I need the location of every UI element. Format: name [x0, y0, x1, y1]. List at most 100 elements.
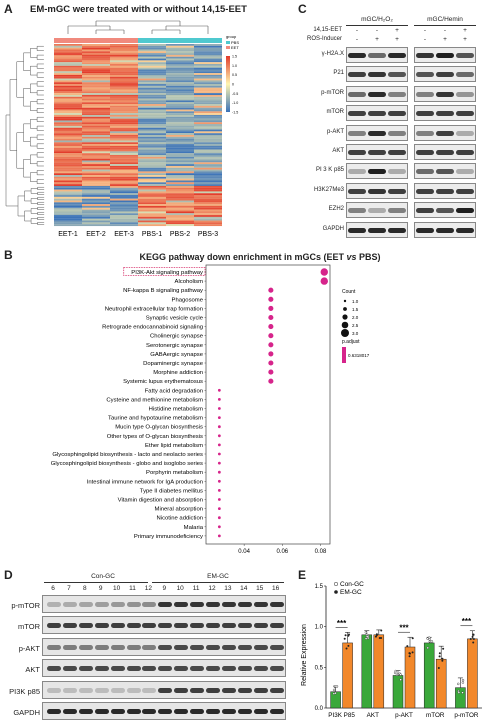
heatmap-cell: [82, 140, 110, 143]
heatmap-cell: [82, 76, 110, 79]
heatmap-cell: [166, 124, 194, 126]
data-point: [344, 634, 347, 637]
heatmap-cell: [138, 102, 166, 105]
heatmap-cell: [110, 133, 138, 136]
blot-band: [94, 623, 109, 629]
lane-number: 11: [192, 585, 200, 592]
heatmap-cell: [194, 102, 222, 105]
heatmap-cell: [138, 54, 166, 57]
treatment-sign: +: [443, 36, 447, 43]
x-tick-label: 0.08: [315, 549, 327, 555]
heatmap-cell: [194, 164, 222, 166]
heatmap-cell: [166, 176, 194, 179]
enrichment-point: [268, 378, 274, 384]
x-tick-label: mTOR: [426, 712, 445, 719]
heatmap-cell: [82, 142, 110, 145]
heatmap-cell: [194, 94, 222, 97]
heatmap-cell: [166, 220, 194, 223]
heatmap-cell: [54, 153, 82, 156]
heatmap-cell: [82, 102, 110, 105]
blot-band: [126, 687, 141, 693]
heatmap-cell: [110, 164, 138, 166]
heatmap-cell: [166, 207, 194, 210]
heatmap-cell: [82, 122, 110, 125]
heatmap-cell: [194, 195, 222, 197]
heatmap-cell: [194, 145, 222, 148]
blot-band: [416, 188, 434, 194]
heatmap-cell: [110, 118, 138, 121]
heatmap-cell: [54, 220, 82, 223]
heatmap-cell: [82, 165, 110, 168]
heatmap-cell: [194, 160, 222, 163]
blot-band: [190, 709, 205, 714]
blot-band: [436, 111, 454, 117]
heatmap-cell: [138, 176, 166, 179]
count-legend-label: 2.5: [352, 323, 359, 328]
data-point: [469, 637, 472, 640]
blot-band: [253, 666, 268, 672]
heatmap-cell: [194, 62, 222, 65]
legend-eet-label: EET: [231, 45, 239, 50]
blot-band: [158, 623, 173, 629]
heatmap-cell: [138, 131, 166, 134]
heatmap-cell: [110, 102, 138, 105]
heatmap-cell: [54, 114, 82, 117]
treatment-sign: -: [355, 36, 359, 43]
heatmap-cell: [194, 204, 222, 207]
heatmap-cell: [138, 89, 166, 92]
heatmap-cell: [194, 114, 222, 117]
bar: [423, 642, 435, 709]
heatmap-cell: [166, 158, 194, 161]
heatmap-cell: [110, 73, 138, 75]
legend-group-title: group: [226, 34, 237, 39]
blot-band: [436, 91, 454, 97]
enrichment-point: [268, 333, 274, 339]
heatmap-cell: [54, 60, 82, 63]
blot-band: [388, 53, 406, 58]
heatmap-cell: [110, 47, 138, 50]
heatmap-cell: [138, 155, 166, 157]
pathway-label: Vitamin digestion and absorption: [118, 498, 203, 504]
heatmap-cell: [54, 169, 82, 172]
heatmap-cell: [82, 144, 110, 146]
heatmap-cell: [82, 125, 110, 128]
heatmap-cell: [194, 209, 222, 212]
heatmap-cell: [166, 58, 194, 61]
data-point: [364, 637, 368, 640]
heatmap-cell: [110, 178, 138, 181]
heatmap-cell: [54, 145, 82, 148]
heatmap-cell: [166, 156, 194, 159]
heatmap-column-labels: EET-1 EET-2 EET-3 PBS-1 PBS-2 PBS-3: [58, 231, 218, 238]
heatmap-cell: [138, 96, 166, 99]
heatmap-cell: [82, 111, 110, 114]
heatmap-cell: [82, 218, 110, 221]
heatmap-cell: [54, 45, 82, 48]
pathway-label: Other types of O-glycan biosynthesis: [107, 434, 203, 440]
lane-number: 13: [224, 585, 232, 592]
heatmap-cell: [166, 44, 194, 46]
heatmap-cell: [138, 200, 166, 203]
heatmap-cell: [110, 78, 138, 81]
heatmap-cell: [54, 180, 82, 183]
heatmap-cell: [138, 109, 166, 112]
pathway-label: Taurine and hypotaurine metabolism: [108, 416, 203, 422]
heatmap-cell: [194, 109, 222, 112]
heatmap-cell: [54, 185, 82, 188]
lane-number: 8: [82, 585, 87, 592]
blot-band: [158, 666, 173, 672]
blot-panel: [346, 124, 408, 141]
blot-band: [348, 72, 366, 78]
blot-band: [78, 623, 93, 629]
relative-expression-chart: 0.0 0.5 1.0 1.5 Relative Expression *** PI3K P…: [301, 581, 482, 719]
bar: [361, 634, 373, 709]
heatmap-cell: [54, 127, 82, 130]
heatmap-cell: [166, 140, 194, 143]
heatmap-cell: [166, 54, 194, 57]
panel-b-letter: B: [4, 248, 13, 262]
data-point: [430, 640, 434, 643]
blot-panel: [346, 182, 408, 199]
blot-band: [62, 687, 77, 693]
count-legend-label: 2.0: [352, 315, 359, 320]
enrichment-point: [217, 407, 221, 410]
heatmap-cell: [166, 73, 194, 75]
